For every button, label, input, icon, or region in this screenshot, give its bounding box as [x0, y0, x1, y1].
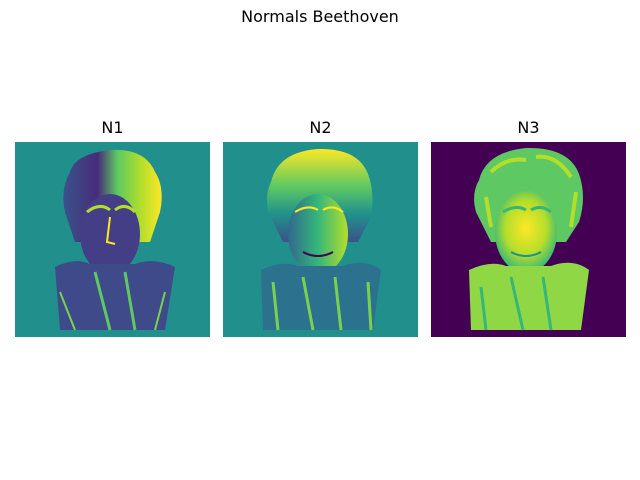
panel-n3-title: N3	[517, 118, 540, 137]
bust-n1-render	[15, 142, 210, 337]
panel-n1-title: N1	[101, 118, 124, 137]
panel-n2: N2	[223, 118, 418, 337]
bust-n3-render	[431, 142, 626, 337]
panel-n2-title: N2	[309, 118, 332, 137]
bust-n2-render	[223, 142, 418, 337]
panel-n3-image	[431, 142, 626, 337]
panel-n3: N3	[431, 118, 626, 337]
panel-n1-image	[15, 142, 210, 337]
panel-n1: N1	[15, 118, 210, 337]
panel-n2-image	[223, 142, 418, 337]
figure-title: Normals Beethoven	[241, 7, 399, 26]
